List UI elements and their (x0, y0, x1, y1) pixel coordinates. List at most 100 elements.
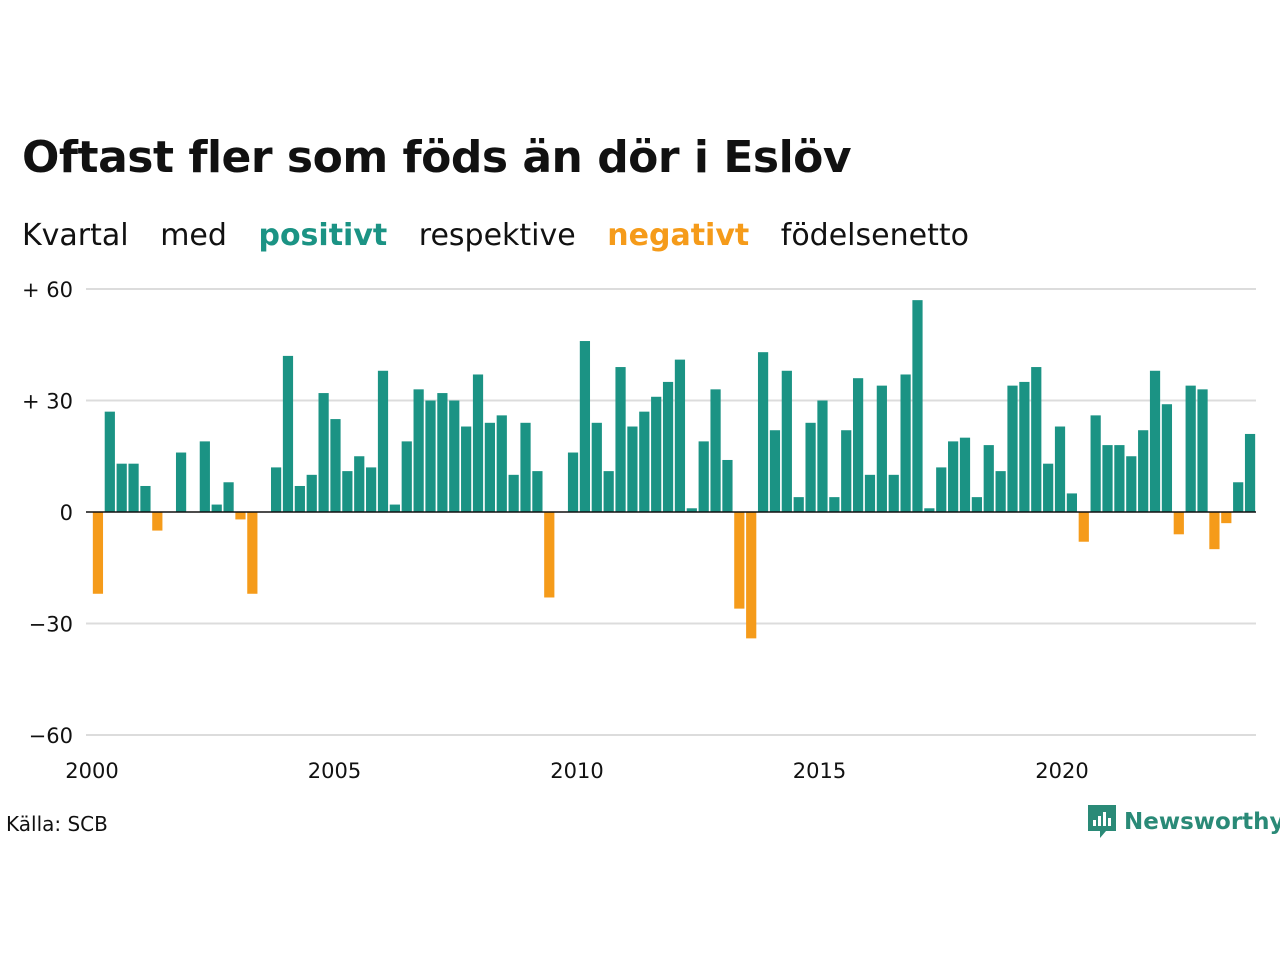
bar (306, 474, 317, 512)
bar (532, 471, 543, 512)
bar (615, 367, 626, 512)
newsworthy-logo-icon (1088, 805, 1116, 838)
bar (1185, 385, 1196, 512)
brand-name: Newsworthy (1124, 809, 1280, 835)
subtitle-word: respektive (418, 218, 576, 253)
bar (377, 370, 389, 512)
bar (924, 508, 935, 512)
bar (484, 422, 495, 512)
bar (876, 385, 887, 512)
bar (294, 485, 305, 512)
bar (1126, 456, 1137, 512)
bar (864, 474, 876, 512)
bar (1161, 404, 1173, 512)
bar (413, 389, 424, 512)
bar (199, 441, 210, 512)
bar (1114, 445, 1125, 512)
bar (912, 300, 923, 512)
x-tick-label: 2020 (1035, 759, 1088, 783)
x-tick-label: 2010 (550, 759, 603, 783)
bar (342, 471, 353, 512)
bar (852, 378, 864, 512)
bar (1066, 493, 1077, 512)
bar (366, 467, 377, 512)
bar (1102, 445, 1113, 512)
x-tick-label: 2015 (793, 759, 846, 783)
bar (781, 370, 792, 512)
bar (496, 415, 507, 512)
subtitle-negative-label: negativt (607, 218, 750, 253)
bar (1031, 367, 1042, 512)
bar (936, 467, 947, 512)
y-tick-label: + 60 (22, 278, 73, 302)
bar (318, 393, 329, 512)
bar (425, 400, 436, 512)
subtitle-word: med (160, 218, 227, 253)
bar (639, 411, 650, 512)
bar (1233, 482, 1244, 512)
bar (734, 512, 745, 609)
bar (769, 430, 781, 512)
bar (651, 396, 662, 512)
bar (520, 422, 531, 512)
newsworthy-logo: Newsworthy (1088, 804, 1280, 840)
source-note: Källa: SCB (6, 812, 108, 836)
bar (152, 512, 163, 531)
bar (270, 467, 282, 512)
x-tick-label: 2000 (65, 759, 118, 783)
bar (508, 474, 519, 512)
bar (603, 471, 614, 512)
bar (330, 419, 341, 512)
y-tick-label: −30 (29, 613, 73, 637)
bar (900, 374, 911, 512)
bar (401, 441, 412, 512)
y-tick-label: + 30 (22, 390, 73, 414)
bar (959, 437, 971, 512)
bar (449, 400, 460, 512)
bar (829, 497, 840, 512)
bar (1209, 512, 1220, 550)
bar (1090, 415, 1101, 512)
bar (627, 426, 638, 512)
bar (104, 411, 115, 512)
subtitle-word: födelsenetto (780, 218, 969, 253)
bar (175, 452, 187, 512)
bar (223, 482, 234, 512)
bar (995, 471, 1006, 512)
bar (437, 393, 448, 512)
bar (461, 426, 472, 512)
bar (92, 512, 104, 594)
bar (1221, 512, 1232, 524)
bar (983, 445, 994, 512)
bar (128, 463, 139, 512)
bar (710, 389, 721, 512)
bar (674, 359, 686, 512)
bar (841, 430, 852, 512)
bar (1054, 426, 1066, 512)
bar (1007, 385, 1018, 512)
x-tick-label: 2005 (308, 759, 361, 783)
bar (971, 497, 982, 512)
chart-title: Oftast fler som föds än dör i Eslöv (22, 132, 852, 183)
bar (211, 504, 222, 512)
bar (817, 400, 828, 512)
bar (1019, 381, 1030, 512)
bar (805, 422, 816, 512)
y-tick-label: −60 (29, 724, 73, 748)
bar (948, 441, 959, 512)
bar (1078, 512, 1089, 542)
bar (116, 463, 127, 512)
bar (1244, 433, 1256, 512)
bar (567, 452, 579, 512)
bar (354, 456, 365, 512)
bar (591, 422, 602, 512)
bar (1149, 370, 1161, 512)
bar (247, 512, 258, 594)
bar (1043, 463, 1054, 512)
chart-subtitle: Kvartal med positivt respektive negativt… (22, 218, 991, 253)
bar (389, 504, 400, 512)
bar (140, 485, 151, 512)
bar (746, 512, 757, 639)
subtitle-word: Kvartal (22, 218, 129, 253)
bar (544, 512, 555, 598)
